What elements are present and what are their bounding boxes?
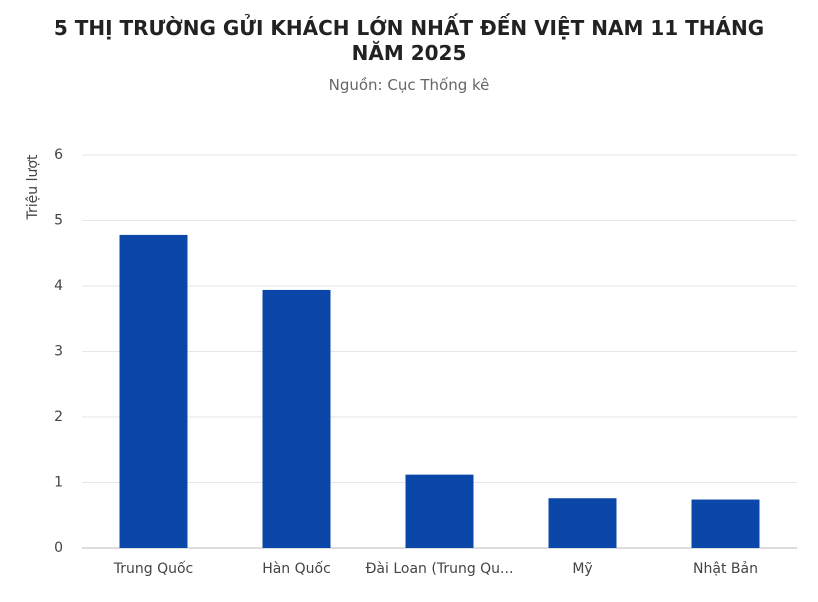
bar <box>405 474 474 548</box>
x-tick-label: Mỹ <box>572 561 592 577</box>
x-tick-label: Trung Quốc <box>113 560 194 577</box>
chart-title: 5 THỊ TRƯỜNG GỬI KHÁCH LỚN NHẤT ĐẾN VIỆT… <box>53 16 765 65</box>
x-tick-label: Nhật Bản <box>693 561 758 577</box>
bar <box>262 289 331 548</box>
y-tick-label: 6 <box>54 147 63 163</box>
bar <box>691 499 760 548</box>
y-axis-label: Triệu lượt <box>25 154 41 220</box>
y-tick-label: 0 <box>54 540 63 556</box>
bar <box>119 234 188 548</box>
y-tick-label: 4 <box>54 278 63 294</box>
y-tick-label: 1 <box>54 475 63 491</box>
x-tick-label: Hàn Quốc <box>262 560 331 577</box>
chart-subtitle: Nguồn: Cục Thống kê <box>328 76 490 94</box>
x-tick-label: Đài Loan (Trung Qu... <box>366 561 514 577</box>
y-tick-label: 2 <box>54 409 63 425</box>
y-tick-label: 3 <box>54 344 63 360</box>
bar <box>548 498 617 548</box>
y-tick-label: 5 <box>54 213 63 229</box>
